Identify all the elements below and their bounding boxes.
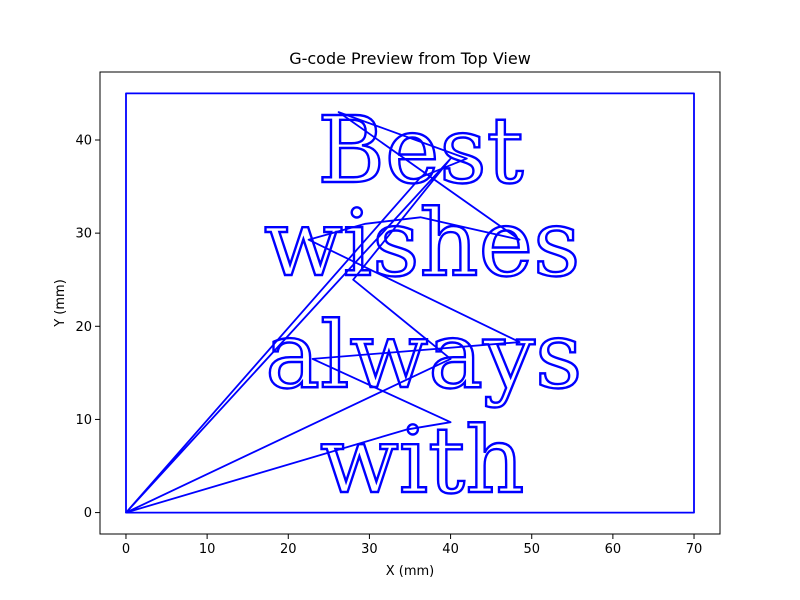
text-path-4: with: [320, 407, 524, 514]
y-tick-label: 10: [75, 413, 92, 428]
y-axis: 0 10 20 30 40: [75, 133, 100, 521]
x-tick-label: 60: [605, 542, 622, 557]
chart-title: G-code Preview from Top View: [289, 49, 531, 68]
y-axis-label: Y (mm): [53, 279, 68, 328]
series-travel-path: [125, 111, 521, 514]
text-path-3: always: [265, 302, 582, 409]
x-tick-label: 40: [442, 542, 459, 557]
x-tick-label: 50: [523, 542, 540, 557]
x-tick-label: 20: [280, 542, 297, 557]
plot-area: [99, 71, 721, 535]
series-border-path: [125, 92, 695, 514]
y-tick-label: 20: [75, 320, 92, 335]
x-tick-label: 10: [199, 542, 216, 557]
y-tick-label: 30: [75, 227, 92, 242]
text-path-1: Best: [317, 97, 523, 204]
x-axis: 0 10 20 30 40 50 60 70: [122, 534, 702, 557]
y-tick-label: 0: [84, 506, 92, 521]
x-tick-label: 30: [361, 542, 378, 557]
x-tick-label: 0: [122, 542, 130, 557]
y-tick-label: 40: [75, 133, 92, 148]
x-axis-label: X (mm): [386, 564, 435, 579]
x-tick-label: 70: [686, 542, 703, 557]
text-path-2: wishes: [264, 190, 580, 297]
